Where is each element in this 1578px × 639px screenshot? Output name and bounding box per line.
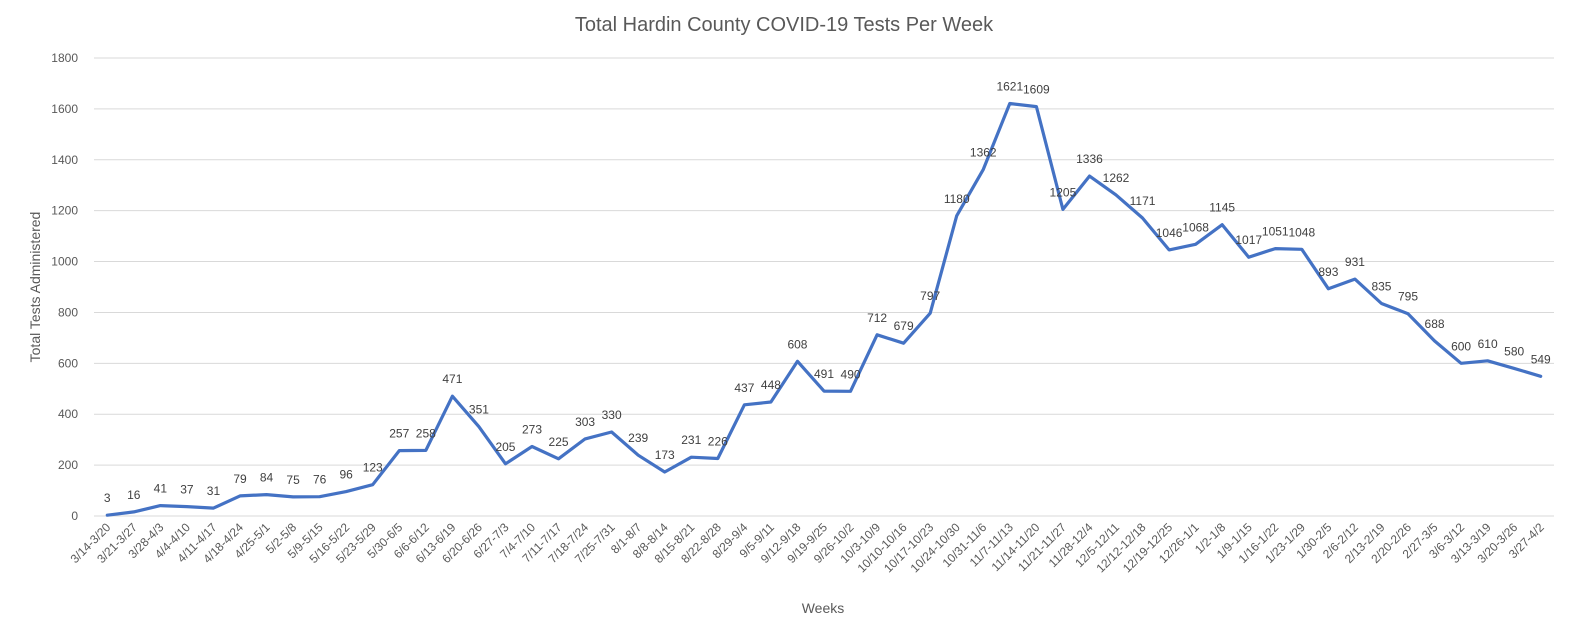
data-label: 491 xyxy=(814,367,834,381)
data-label: 205 xyxy=(495,440,515,454)
data-label: 1171 xyxy=(1130,194,1156,208)
data-label: 1051 xyxy=(1262,225,1289,239)
data-label: 330 xyxy=(602,408,622,422)
data-label: 41 xyxy=(154,482,168,496)
y-axis-title: Total Tests Administered xyxy=(27,212,43,363)
data-label: 797 xyxy=(920,289,940,303)
gridlines xyxy=(94,57,1554,517)
data-label: 231 xyxy=(681,433,701,447)
data-label: 549 xyxy=(1531,352,1551,366)
data-label: 1205 xyxy=(1050,185,1077,199)
y-tick-label: 1200 xyxy=(51,204,78,218)
data-label: 31 xyxy=(207,484,221,498)
data-label: 1145 xyxy=(1209,201,1235,215)
data-label: 893 xyxy=(1318,265,1338,279)
data-label: 3 xyxy=(104,491,111,505)
data-label: 75 xyxy=(286,473,300,487)
data-label: 1262 xyxy=(1103,171,1130,185)
y-tick-label: 0 xyxy=(71,509,78,523)
data-label: 173 xyxy=(655,448,675,462)
data-label: 1046 xyxy=(1156,226,1183,240)
data-label: 76 xyxy=(313,473,327,487)
data-label: 1336 xyxy=(1076,152,1103,166)
y-tick-label: 1000 xyxy=(51,255,78,269)
data-label: 273 xyxy=(522,423,542,437)
data-labels: 3 16 41 37 31 79 84 75 76 96 123 257 258 471 351 205 273… xyxy=(104,80,1551,506)
data-label: 795 xyxy=(1398,290,1418,304)
data-label: 712 xyxy=(867,311,887,325)
data-label: 931 xyxy=(1345,255,1365,269)
data-label: 79 xyxy=(233,472,247,486)
data-label: 96 xyxy=(340,468,354,482)
data-label: 471 xyxy=(442,372,462,386)
data-label: 1621 xyxy=(996,80,1023,94)
data-label: 239 xyxy=(628,431,648,445)
data-label: 123 xyxy=(363,461,383,475)
data-label: 688 xyxy=(1425,317,1445,331)
data-label: 1017 xyxy=(1235,233,1262,247)
data-label: 1048 xyxy=(1288,225,1315,239)
data-label: 437 xyxy=(734,381,754,395)
data-label: 1362 xyxy=(970,145,997,159)
data-label: 1180 xyxy=(944,192,970,206)
y-tick-label: 1600 xyxy=(51,102,78,116)
x-tick-labels: 3/14-3/203/21-3/273/28-4/34/4-4/104/11-4… xyxy=(68,520,1547,575)
data-label: 37 xyxy=(180,483,194,497)
y-tick-label: 200 xyxy=(58,458,78,472)
data-label: 351 xyxy=(469,403,489,417)
data-label: 610 xyxy=(1478,337,1498,351)
data-label: 448 xyxy=(761,378,781,392)
data-label: 1068 xyxy=(1182,220,1209,234)
y-tick-label: 1800 xyxy=(51,51,78,65)
data-label: 600 xyxy=(1451,339,1471,353)
data-label: 257 xyxy=(389,427,409,441)
series-line xyxy=(105,101,1543,517)
data-label: 1609 xyxy=(1023,83,1050,97)
y-tick-label: 400 xyxy=(58,407,78,421)
chart-title: Total Hardin County COVID-19 Tests Per W… xyxy=(575,14,994,36)
data-label: 226 xyxy=(708,434,728,448)
data-label: 580 xyxy=(1504,344,1524,358)
y-tick-label: 600 xyxy=(58,356,78,370)
y-tick-label: 800 xyxy=(58,305,78,319)
data-label: 608 xyxy=(787,337,807,351)
data-label: 16 xyxy=(127,488,141,502)
data-label: 679 xyxy=(894,319,914,333)
data-label: 303 xyxy=(575,415,595,429)
x-axis-title: Weeks xyxy=(802,600,845,616)
y-tick-labels: 0 200 400 600 800 1000 1200 1400 1600 1800 xyxy=(51,51,78,523)
data-label: 490 xyxy=(841,367,861,381)
y-tick-label: 1400 xyxy=(51,153,78,167)
data-label: 84 xyxy=(260,471,274,485)
series-layer xyxy=(105,101,1543,517)
data-label: 225 xyxy=(549,435,569,449)
data-label: 835 xyxy=(1371,280,1391,294)
data-label: 258 xyxy=(416,426,436,440)
